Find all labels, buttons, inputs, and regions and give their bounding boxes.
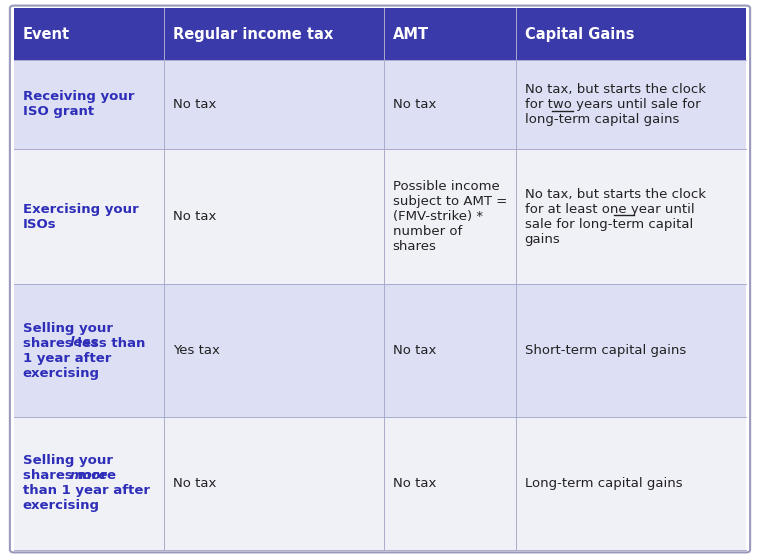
- Bar: [14, 285, 746, 417]
- Text: more: more: [69, 469, 107, 482]
- Text: No tax: No tax: [173, 98, 217, 111]
- Text: No tax: No tax: [393, 344, 436, 357]
- Text: No tax, but starts the clock
for two years until sale for
long-term capital gain: No tax, but starts the clock for two yea…: [524, 83, 705, 126]
- Text: Regular income tax: Regular income tax: [173, 27, 333, 42]
- Text: Short-term capital gains: Short-term capital gains: [524, 344, 686, 357]
- Bar: [14, 149, 746, 285]
- Text: Yes tax: Yes tax: [173, 344, 220, 357]
- Text: less: less: [69, 336, 98, 349]
- Text: Long-term capital gains: Long-term capital gains: [524, 477, 682, 490]
- Text: Exercising your
ISOs: Exercising your ISOs: [23, 203, 138, 231]
- Text: Selling your
shares more
than 1 year after
exercising: Selling your shares more than 1 year aft…: [23, 454, 150, 512]
- Text: No tax: No tax: [173, 477, 217, 490]
- Text: Selling your
shares less than
1 year after
exercising: Selling your shares less than 1 year aft…: [23, 322, 145, 379]
- Text: Possible income
subject to AMT =
(FMV-strike) *
number of
shares: Possible income subject to AMT = (FMV-st…: [393, 180, 507, 253]
- Bar: [14, 8, 746, 60]
- Text: AMT: AMT: [393, 27, 429, 42]
- Bar: [14, 60, 746, 149]
- Text: Capital Gains: Capital Gains: [524, 27, 634, 42]
- Text: No tax: No tax: [393, 477, 436, 490]
- Text: Event: Event: [23, 27, 70, 42]
- Text: No tax, but starts the clock
for at least one year until
sale for long-term capi: No tax, but starts the clock for at leas…: [524, 187, 705, 246]
- Text: No tax: No tax: [173, 210, 217, 223]
- Bar: [14, 417, 746, 550]
- Text: No tax: No tax: [393, 98, 436, 111]
- Text: Receiving your
ISO grant: Receiving your ISO grant: [23, 90, 135, 118]
